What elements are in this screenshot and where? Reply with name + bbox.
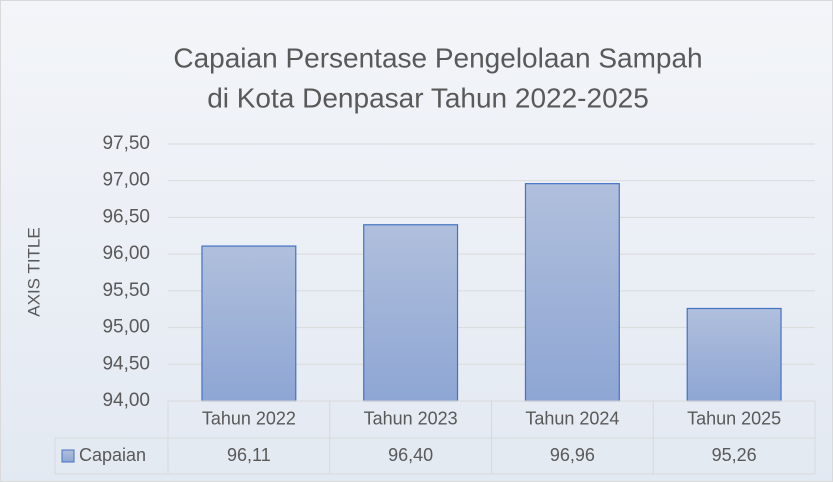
data-table-value: 95,26 xyxy=(712,445,757,465)
y-tick-label: 95,50 xyxy=(102,280,150,301)
chart-title: di Kota Denpasar Tahun 2022-2025 xyxy=(207,82,649,113)
x-tick-label: Tahun 2022 xyxy=(202,408,296,428)
y-tick-label: 94,00 xyxy=(102,390,150,411)
x-tick-label: Tahun 2025 xyxy=(687,408,781,428)
y-tick-label: 97,00 xyxy=(102,170,150,191)
y-axis-title: AXIS TITLE xyxy=(24,227,43,316)
x-tick-label: Tahun 2024 xyxy=(525,408,619,428)
bar xyxy=(201,245,297,402)
data-table-value: 96,96 xyxy=(550,445,595,465)
y-tick-label: 97,50 xyxy=(102,133,150,154)
bar xyxy=(363,224,459,402)
data-table-value: 96,11 xyxy=(227,445,271,465)
x-tick-label: Tahun 2023 xyxy=(364,408,458,428)
y-tick-label: 96,50 xyxy=(102,206,150,227)
chart-title: Capaian Persentase Pengelolaan Sampah xyxy=(173,42,702,73)
legend-label: Capaian xyxy=(79,445,146,465)
y-tick-label: 95,00 xyxy=(102,317,150,338)
legend-swatch xyxy=(61,449,75,463)
y-tick-label: 94,50 xyxy=(102,353,150,374)
bar xyxy=(524,183,620,402)
data-table-value: 96,40 xyxy=(388,445,433,465)
y-tick-label: 96,00 xyxy=(102,243,150,264)
bar xyxy=(686,307,782,402)
